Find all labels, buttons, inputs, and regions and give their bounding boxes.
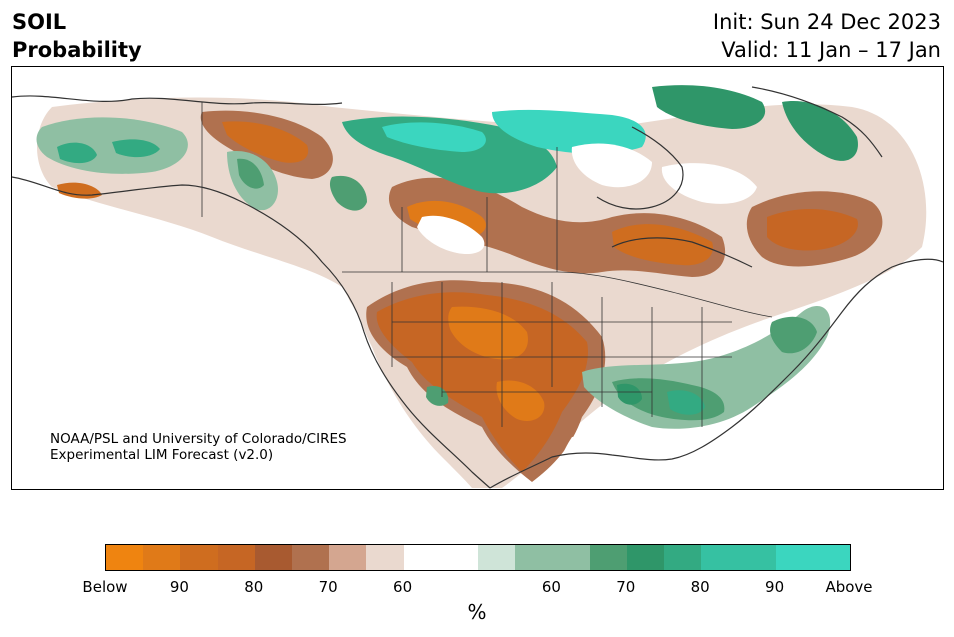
colorbar-segment <box>403 545 441 570</box>
below-max-texas <box>496 380 545 422</box>
colorbar-segment <box>701 545 739 570</box>
colorbar-tick-label: 90 <box>169 578 189 596</box>
colorbar-tick-label: 80 <box>690 578 710 596</box>
above-northcanada-max <box>382 122 486 152</box>
colorbar-segment <box>626 545 665 570</box>
valid-range: Valid: 11 Jan – 17 Jan <box>721 38 941 62</box>
colorbar-tick-label: 60 <box>541 578 561 596</box>
colorbar-tick-label: 70 <box>616 578 636 596</box>
colorbar-tick-label: 80 <box>244 578 264 596</box>
above-alaska-core2 <box>112 139 160 158</box>
colorbar-segment <box>738 545 776 570</box>
below-strong-central <box>376 292 588 472</box>
below-max-central <box>448 306 528 360</box>
above-greenland-east <box>652 85 766 129</box>
colorbar-tick-label: 90 <box>765 578 785 596</box>
below-quebec-core <box>767 208 858 251</box>
above-georgia-core <box>667 390 705 415</box>
legend-colorbar <box>105 544 851 571</box>
credit-line-1: NOAA/PSL and University of Colorado/CIRE… <box>50 431 347 447</box>
above-arkansas-core <box>617 383 642 405</box>
map-credit: NOAA/PSL and University of Colorado/CIRE… <box>50 431 347 463</box>
colorbar-tick-label: 70 <box>318 578 338 596</box>
colorbar-segment <box>106 545 144 570</box>
white-gap-quebec <box>661 163 757 204</box>
coastlines <box>12 86 943 489</box>
below-yukon-core <box>222 121 309 163</box>
credit-line-2: Experimental LIM Forecast (v2.0) <box>50 447 274 463</box>
colorbar-segment <box>589 545 627 570</box>
title-product: Probability <box>12 38 142 62</box>
colorbar-segment <box>143 545 181 570</box>
map-panel: NOAA/PSL and University of Colorado/CIRE… <box>11 66 944 490</box>
colorbar-segment <box>366 545 404 570</box>
probability-map <box>12 67 943 489</box>
colorbar-segment <box>664 545 702 570</box>
colorbar-segment <box>217 545 255 570</box>
colorbar-segment <box>552 545 590 570</box>
colorbar-segment <box>329 545 367 570</box>
legend-unit: % <box>467 600 487 624</box>
above-alberta <box>329 175 367 211</box>
white-gap-hudson <box>571 143 652 188</box>
white-gap-ocean-east <box>702 277 943 488</box>
legend-tick-labels: Below 90 80 70 60 60 70 80 90 Above <box>0 578 954 598</box>
colorbar-tick-label: Above <box>825 578 873 596</box>
above-california <box>426 385 449 406</box>
colorbar-segment <box>440 545 479 570</box>
title-variable: SOIL <box>12 10 67 34</box>
colorbar-tick-label: 60 <box>393 578 413 596</box>
colorbar-segment <box>515 545 553 570</box>
white-gap-prairie <box>417 215 485 255</box>
below-hudson-core <box>612 224 713 266</box>
colorbar-segment <box>292 545 330 570</box>
above-hudson-north <box>492 109 646 154</box>
white-gap-ocean-west <box>12 217 472 488</box>
above-baffin <box>782 101 858 161</box>
political-borders <box>201 102 773 427</box>
colorbar-tick-label: Below <box>82 578 128 596</box>
colorbar-segment <box>478 545 516 570</box>
init-date: Init: Sun 24 Dec 2023 <box>712 10 941 34</box>
above-alaska-core <box>57 142 97 164</box>
colorbar-segment <box>180 545 218 570</box>
colorbar-segment <box>254 545 293 570</box>
forecast-dates: Init: Sun 24 Dec 2023 Valid: 11 Jan – 17… <box>713 8 941 64</box>
colorbar-segment <box>775 545 813 570</box>
above-bc-core <box>237 158 264 189</box>
white-gap-arctic <box>12 67 943 95</box>
above-eastcoast <box>770 316 817 354</box>
colorbar-segment <box>812 545 851 570</box>
white-gap-gulf <box>552 435 715 488</box>
map-title: SOIL Probability <box>12 8 142 64</box>
